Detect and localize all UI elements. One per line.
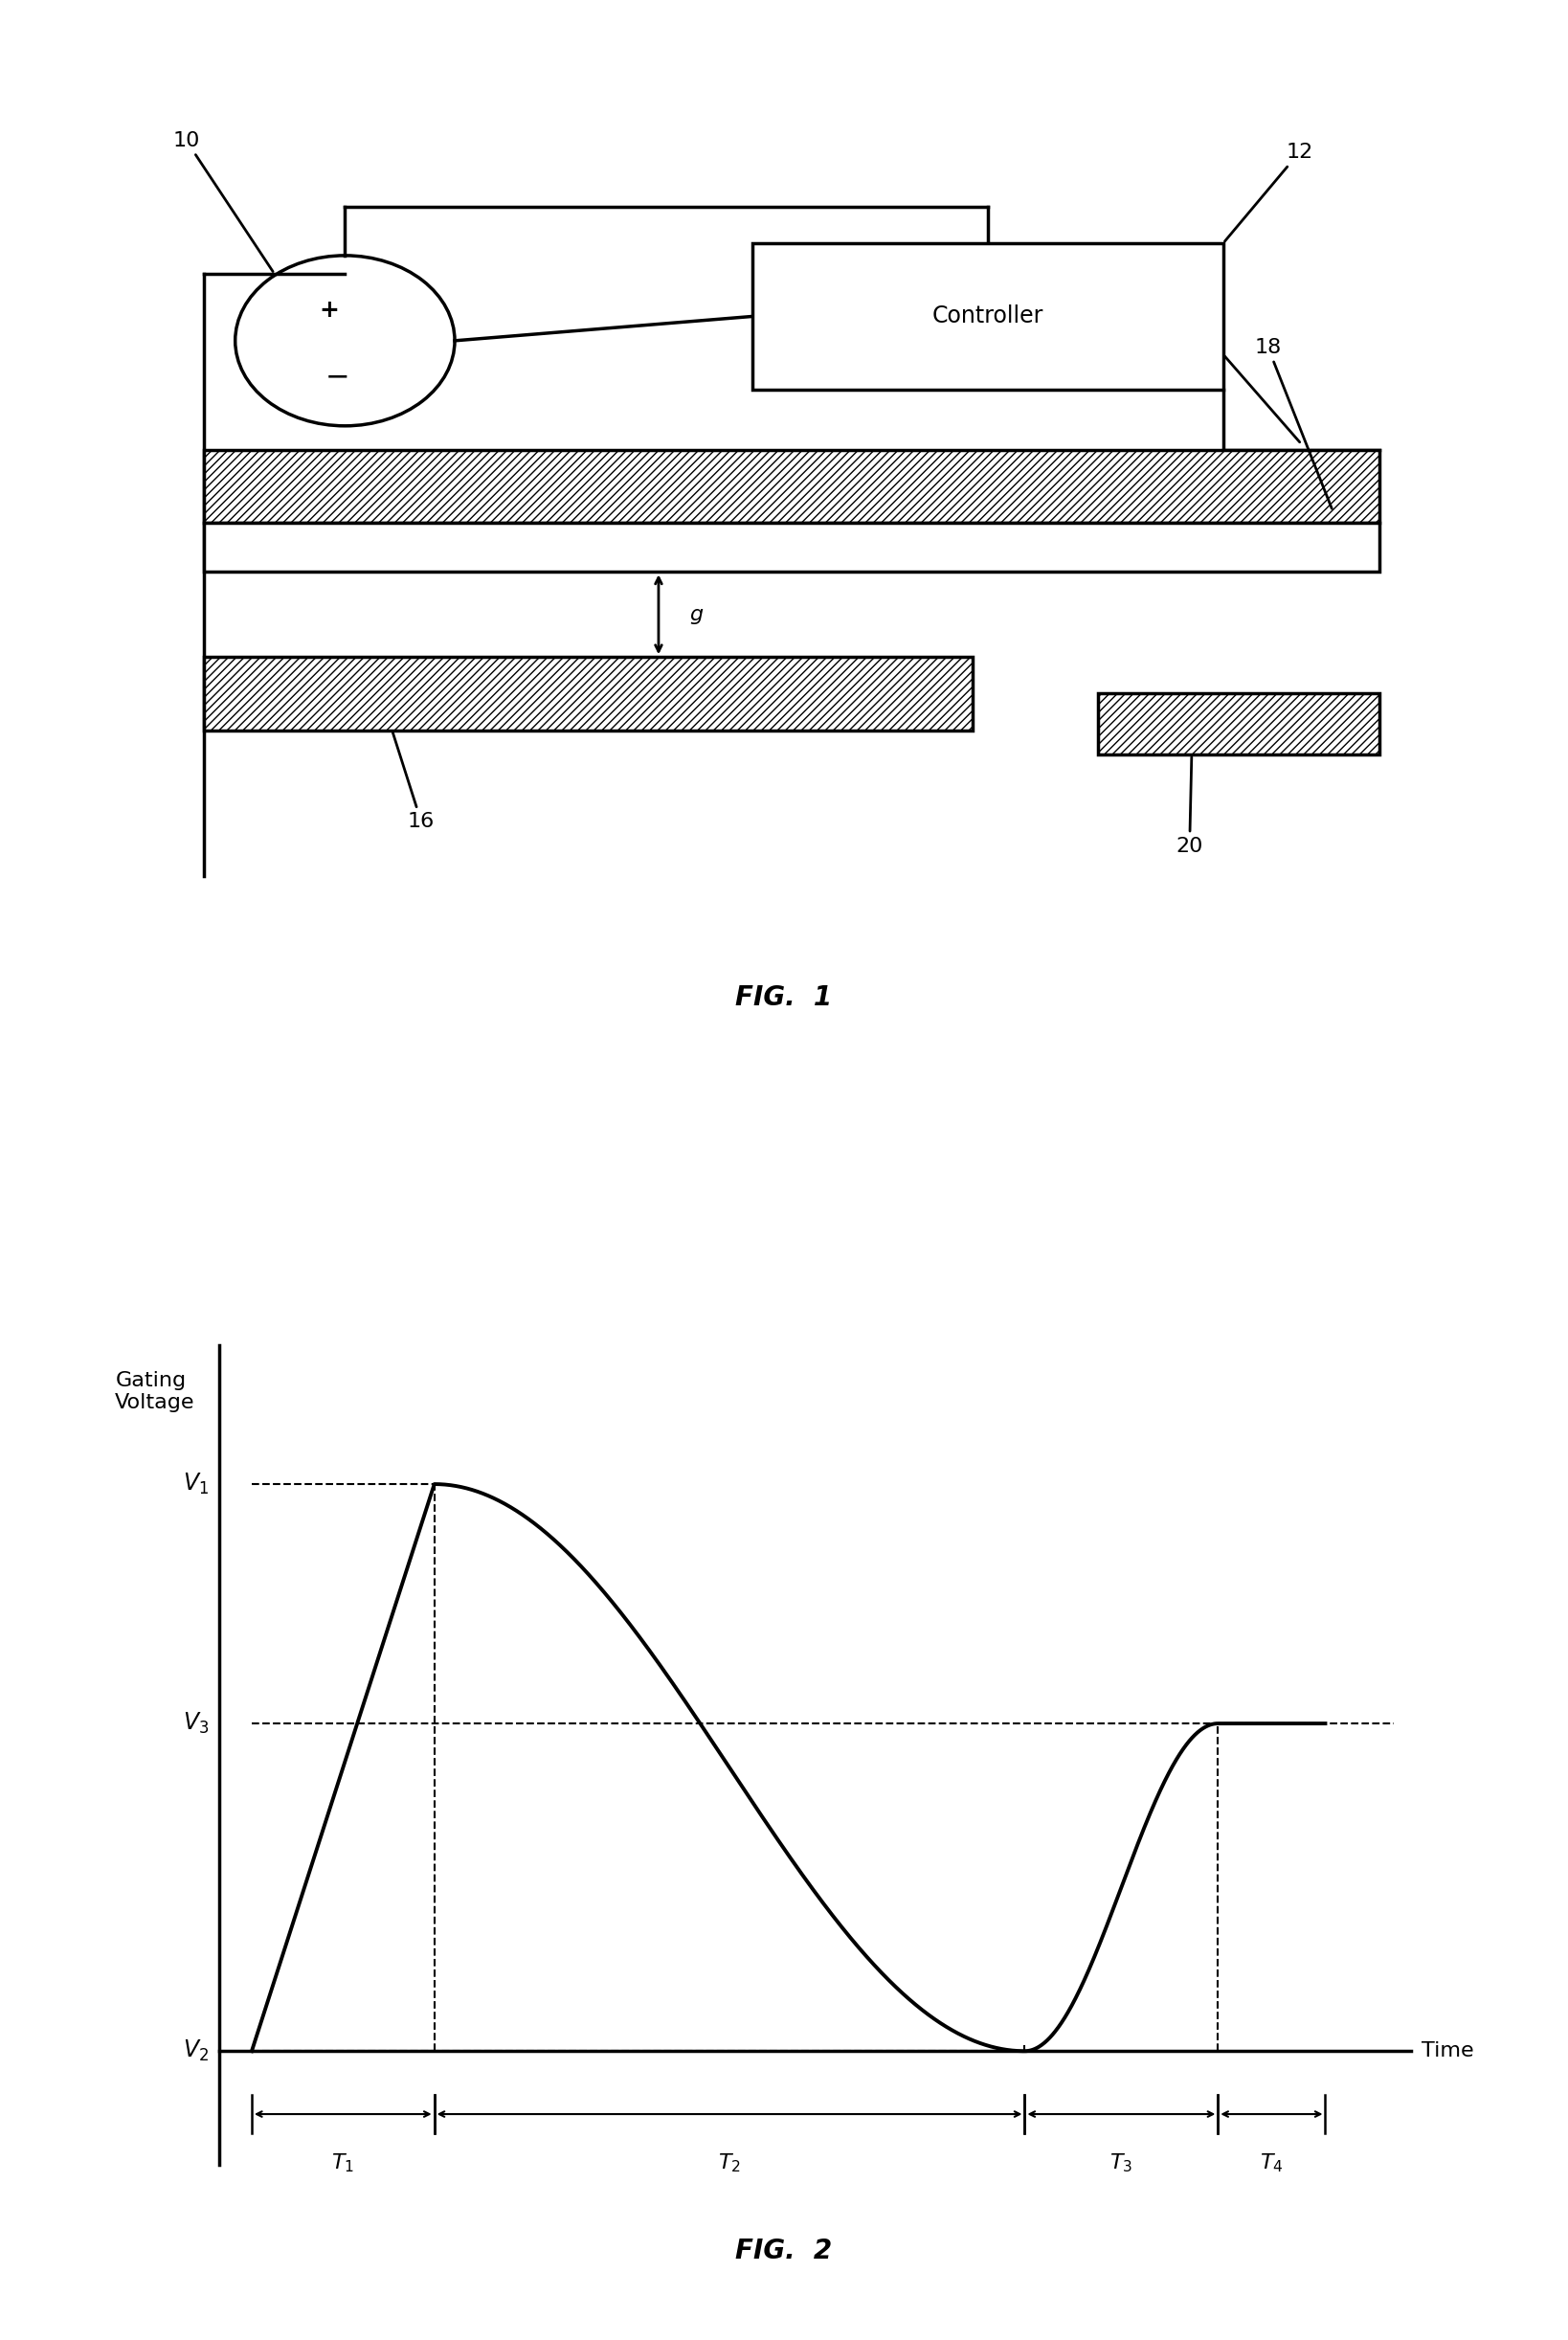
FancyBboxPatch shape bbox=[753, 243, 1223, 388]
Text: 20: 20 bbox=[1176, 758, 1203, 856]
Text: 12: 12 bbox=[1225, 143, 1312, 241]
Text: FIG.  2: FIG. 2 bbox=[735, 2237, 833, 2265]
Text: $T_3$: $T_3$ bbox=[1110, 2153, 1132, 2174]
Text: 16: 16 bbox=[394, 732, 434, 831]
Bar bbox=[204, 524, 1380, 571]
Text: $T_4$: $T_4$ bbox=[1259, 2153, 1283, 2174]
Bar bbox=[204, 449, 1380, 524]
Text: Controller: Controller bbox=[931, 304, 1044, 328]
Text: $V_1$: $V_1$ bbox=[183, 1472, 209, 1498]
Text: $V_2$: $V_2$ bbox=[183, 2038, 209, 2064]
Text: Time: Time bbox=[1422, 2040, 1474, 2062]
Bar bbox=[204, 658, 972, 730]
Text: 18: 18 bbox=[1254, 337, 1331, 508]
Text: FIG.  1: FIG. 1 bbox=[735, 985, 833, 1011]
Text: $V_3$: $V_3$ bbox=[182, 1711, 209, 1736]
Text: −: − bbox=[325, 363, 350, 391]
Text: g: g bbox=[690, 606, 704, 625]
Text: 14: 14 bbox=[1129, 253, 1300, 442]
Text: +: + bbox=[320, 300, 339, 323]
Bar bbox=[1098, 693, 1380, 753]
Text: $T_1$: $T_1$ bbox=[331, 2153, 354, 2174]
Text: $T_2$: $T_2$ bbox=[718, 2153, 742, 2174]
Text: 10: 10 bbox=[172, 131, 273, 271]
Text: Gating
Voltage: Gating Voltage bbox=[114, 1371, 194, 1411]
